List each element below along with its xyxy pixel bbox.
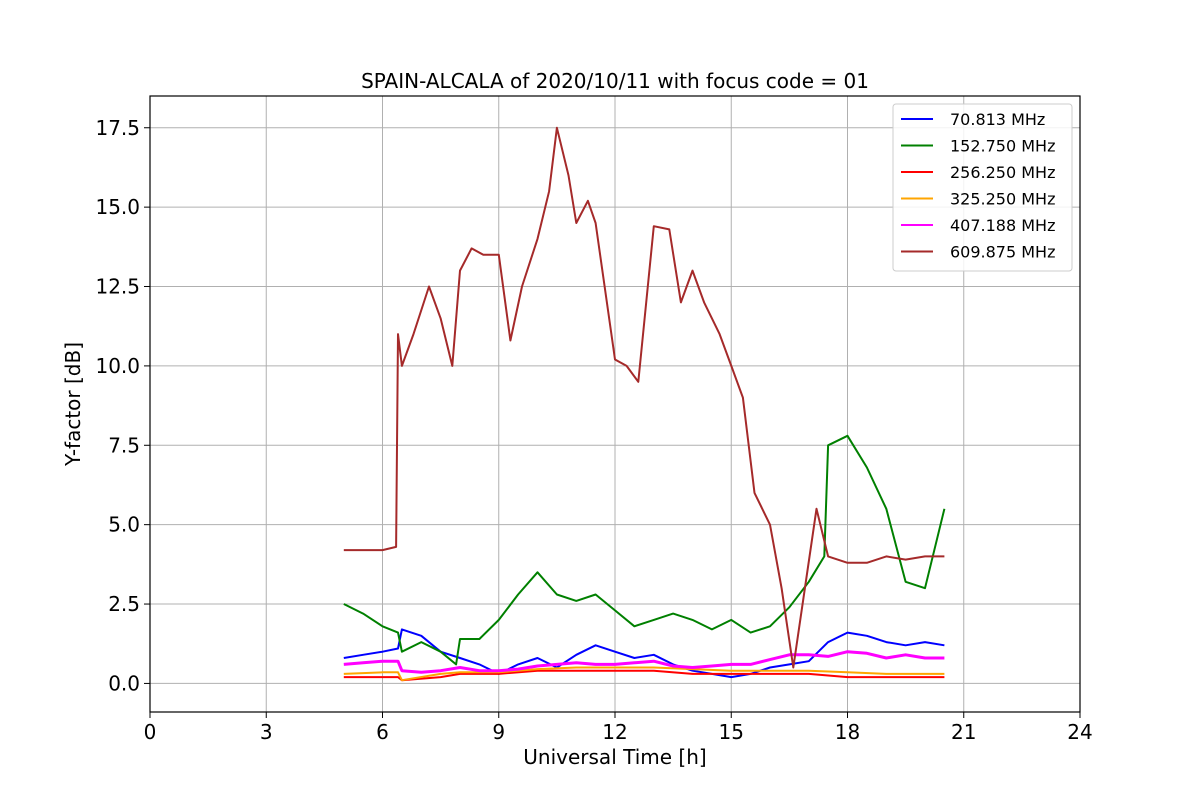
chart-title: SPAIN-ALCALA of 2020/10/11 with focus co… [361, 69, 869, 93]
y-tick-label: 15.0 [95, 195, 140, 219]
y-axis-label: Y-factor [dB] [61, 342, 85, 467]
legend-label: 152.750 MHz [950, 137, 1055, 156]
series-line-1 [343, 434, 946, 666]
y-tick-label: 5.0 [108, 513, 140, 537]
y-tick-label: 7.5 [108, 433, 140, 457]
y-tick-label: 10.0 [95, 354, 140, 378]
y-tick-label: 12.5 [95, 275, 140, 299]
legend-label: 70.813 MHz [950, 110, 1045, 129]
legend-label: 609.875 MHz [950, 243, 1055, 262]
x-tick-label: 9 [492, 720, 505, 744]
x-tick-label: 21 [951, 720, 976, 744]
y-tick-label: 2.5 [108, 592, 140, 616]
x-axis-label: Universal Time [h] [523, 745, 706, 769]
x-tick-label: 24 [1067, 720, 1092, 744]
x-ticks: 0 3 6 9 12 15 18 21 24 [144, 712, 1093, 744]
x-tick-label: 6 [376, 720, 389, 744]
x-tick-label: 12 [602, 720, 627, 744]
legend-label: 325.250 MHz [950, 190, 1055, 209]
series-line-4 [343, 650, 945, 674]
y-tick-label: 17.5 [95, 116, 140, 140]
x-tick-label: 15 [719, 720, 744, 744]
y-tick-label: 0.0 [108, 671, 140, 695]
series-line-3 [343, 666, 945, 682]
legend-label: 407.188 MHz [950, 216, 1055, 235]
legend: 70.813 MHz 152.750 MHz 256.250 MHz 325.250 … [892, 103, 1073, 272]
x-tick-label: 18 [835, 720, 860, 744]
legend-box [892, 103, 1073, 272]
series-line-5 [343, 126, 945, 669]
legend-label: 256.250 MHz [950, 163, 1055, 182]
y-ticks: 0.0 2.5 5.0 7.5 10.0 12.5 15.0 17.5 [95, 116, 150, 695]
series-line-0 [343, 628, 945, 679]
grid [149, 96, 1081, 712]
x-tick-label: 0 [144, 720, 157, 744]
x-tick-label: 3 [260, 720, 273, 744]
series-lines [343, 126, 946, 682]
